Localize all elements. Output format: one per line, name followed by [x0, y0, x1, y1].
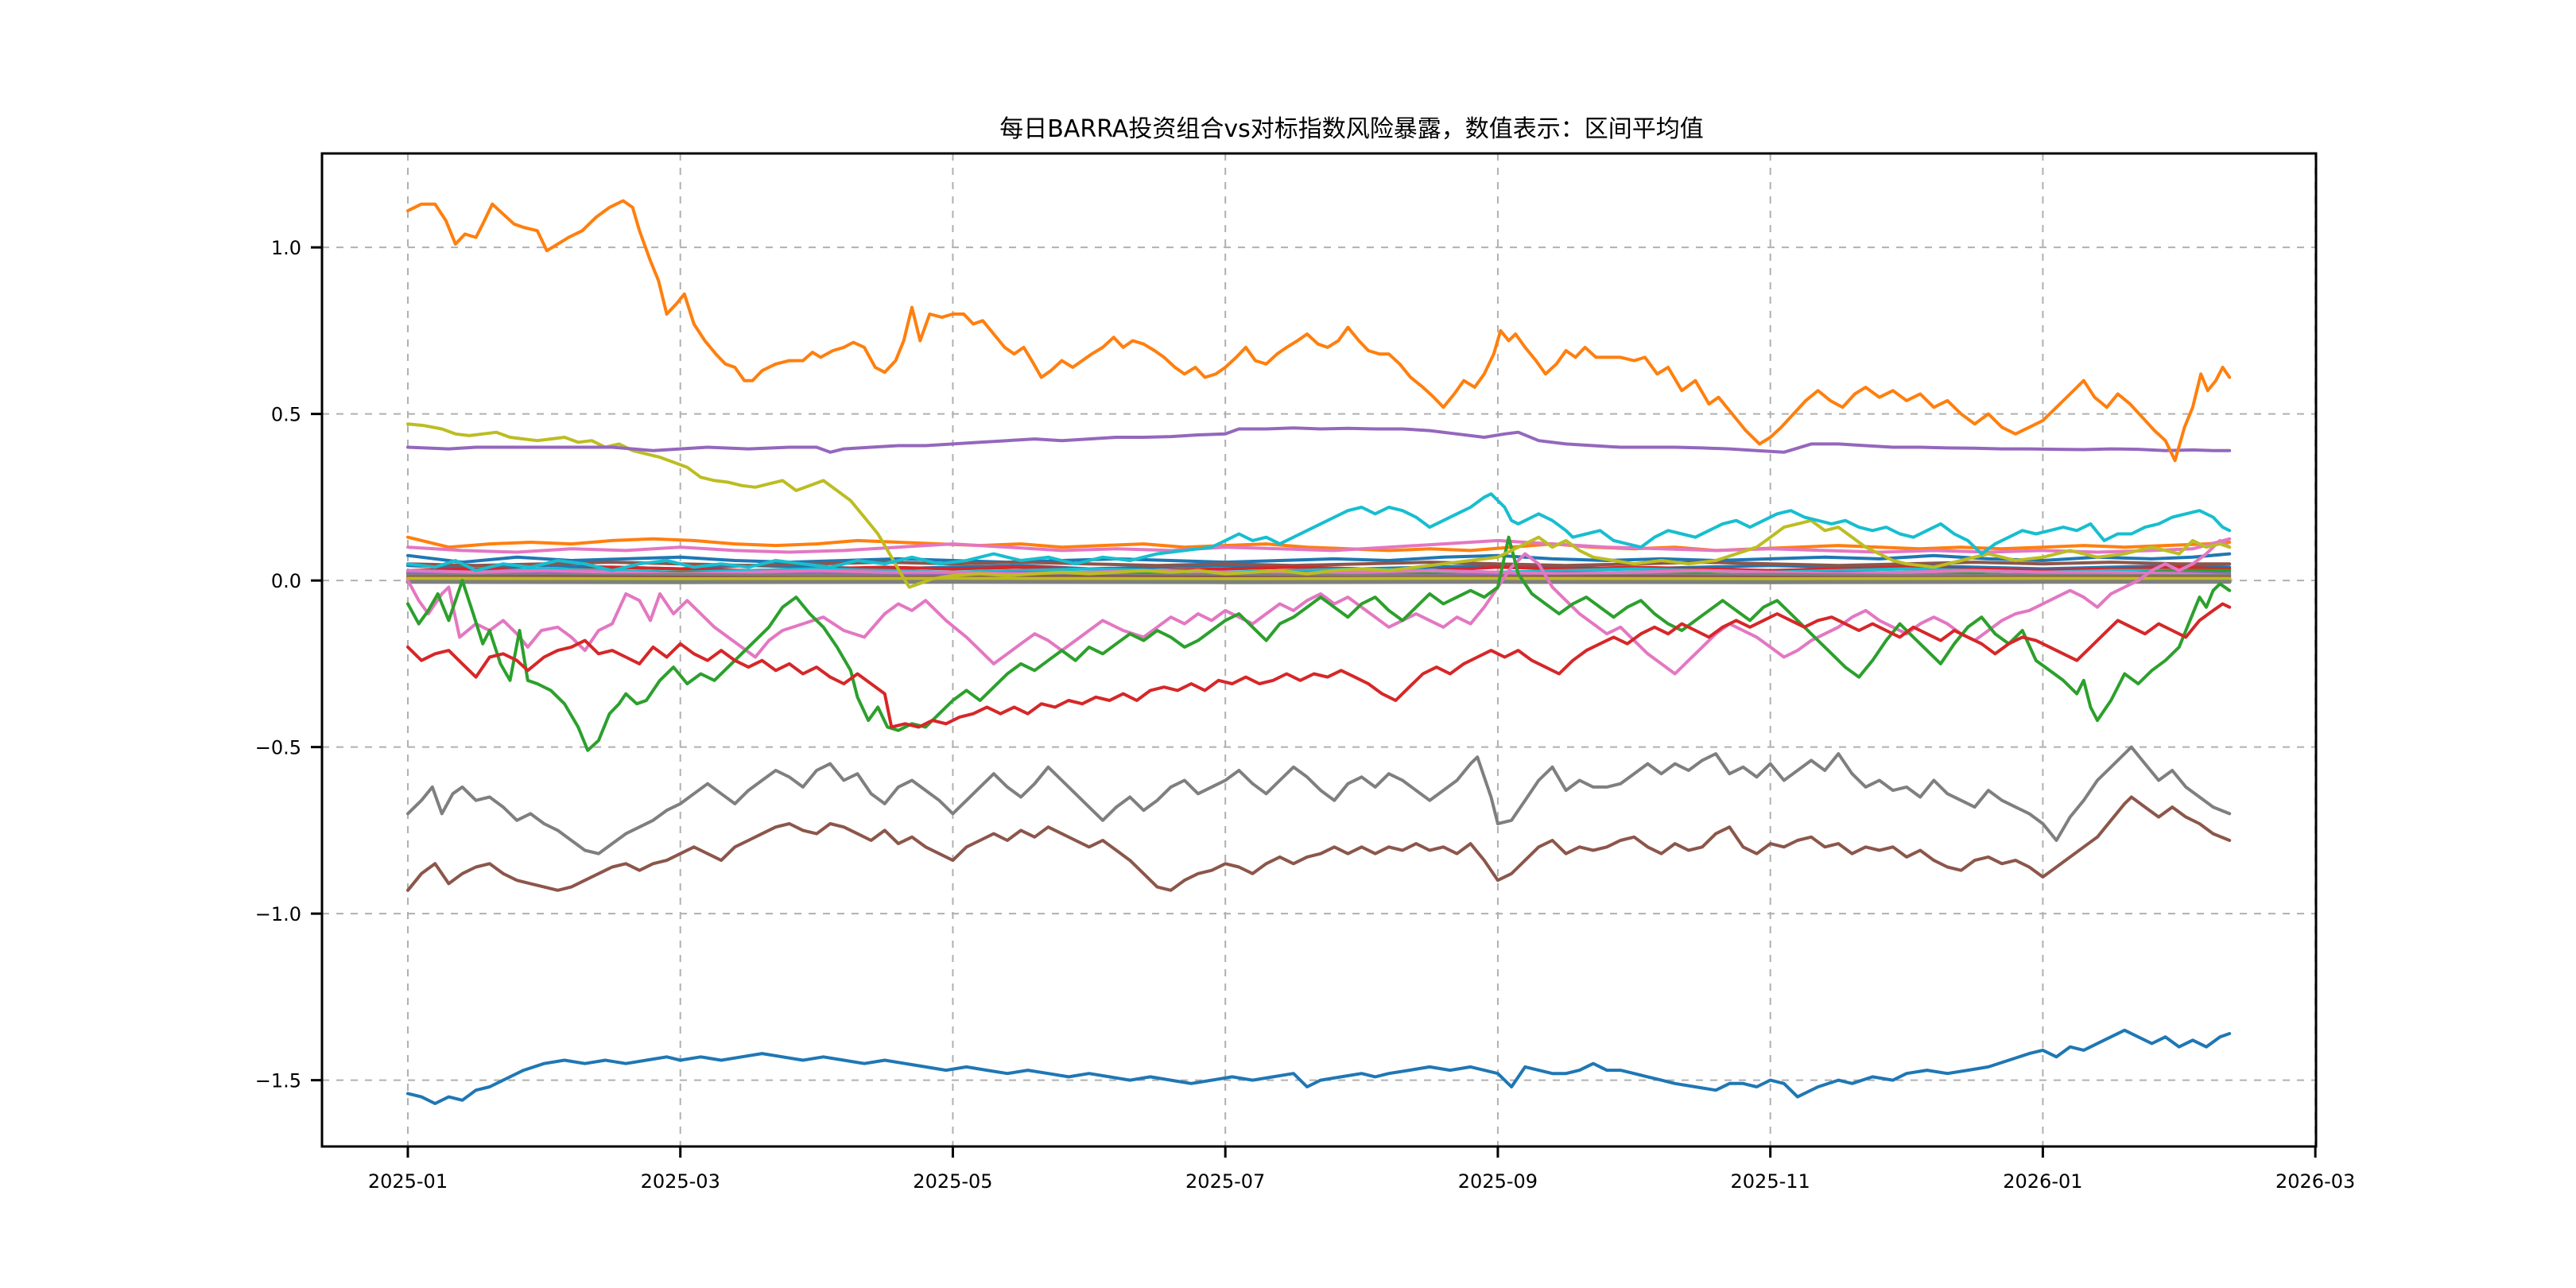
axis-ticks: [311, 246, 2317, 1158]
x-tick-label: 2025-09: [1458, 1170, 1538, 1193]
series-olive-decline: [406, 422, 2232, 589]
x-tick-label: 2026-03: [2275, 1170, 2355, 1193]
series-cluster-blue-mid: [406, 552, 2232, 564]
series-cluster-pink-low: [406, 568, 2232, 577]
x-tick-label: 2025-11: [1731, 1170, 1810, 1193]
series-cyan-rise: [406, 492, 2232, 572]
series-cluster-gray-mid: [406, 572, 2232, 579]
y-tick-label: −0.5: [255, 737, 301, 759]
gridlines: [322, 153, 2317, 1146]
x-tick-label: 2025-07: [1185, 1170, 1265, 1193]
axis-tick-labels: 2025-01 2025-03 2025-05 2025-07 2025-09 2025-…: [255, 237, 2356, 1193]
series-red-volatile: [406, 602, 2232, 729]
chart-title: 每日BARRA投资组合vs对标指数风险暴露，数值表示：区间平均值: [999, 115, 1703, 143]
series-cluster-olive-flat: [405, 576, 2232, 581]
series-cluster-pink-high: [406, 537, 2232, 554]
plot-frame: [320, 152, 2318, 1148]
series-orange-top: [406, 199, 2232, 463]
series-blue-bottom: [406, 1028, 2232, 1105]
x-tick-label: 2025-01: [368, 1170, 448, 1193]
series-gray-low: [406, 745, 2232, 855]
series-cluster-red: [406, 565, 2232, 572]
x-tick-label: 2026-01: [2003, 1170, 2082, 1193]
series-green-volatile: [406, 535, 2232, 752]
series-pink-volatile: [406, 538, 2232, 676]
y-tick-label: 0.0: [271, 570, 301, 592]
series-lines: [405, 199, 2232, 1105]
x-tick-label: 2025-03: [641, 1170, 720, 1193]
x-tick-label: 2025-05: [913, 1170, 992, 1193]
y-tick-label: 0.5: [271, 404, 301, 426]
y-tick-label: 1.0: [271, 237, 301, 259]
series-cluster-cyan: [406, 567, 2232, 574]
y-tick-label: −1.5: [255, 1070, 301, 1092]
series-purple-flat: [406, 426, 2232, 454]
series-cluster-orange-high: [406, 535, 2232, 553]
y-tick-label: −1.0: [255, 903, 301, 925]
series-brown-low: [406, 795, 2232, 892]
